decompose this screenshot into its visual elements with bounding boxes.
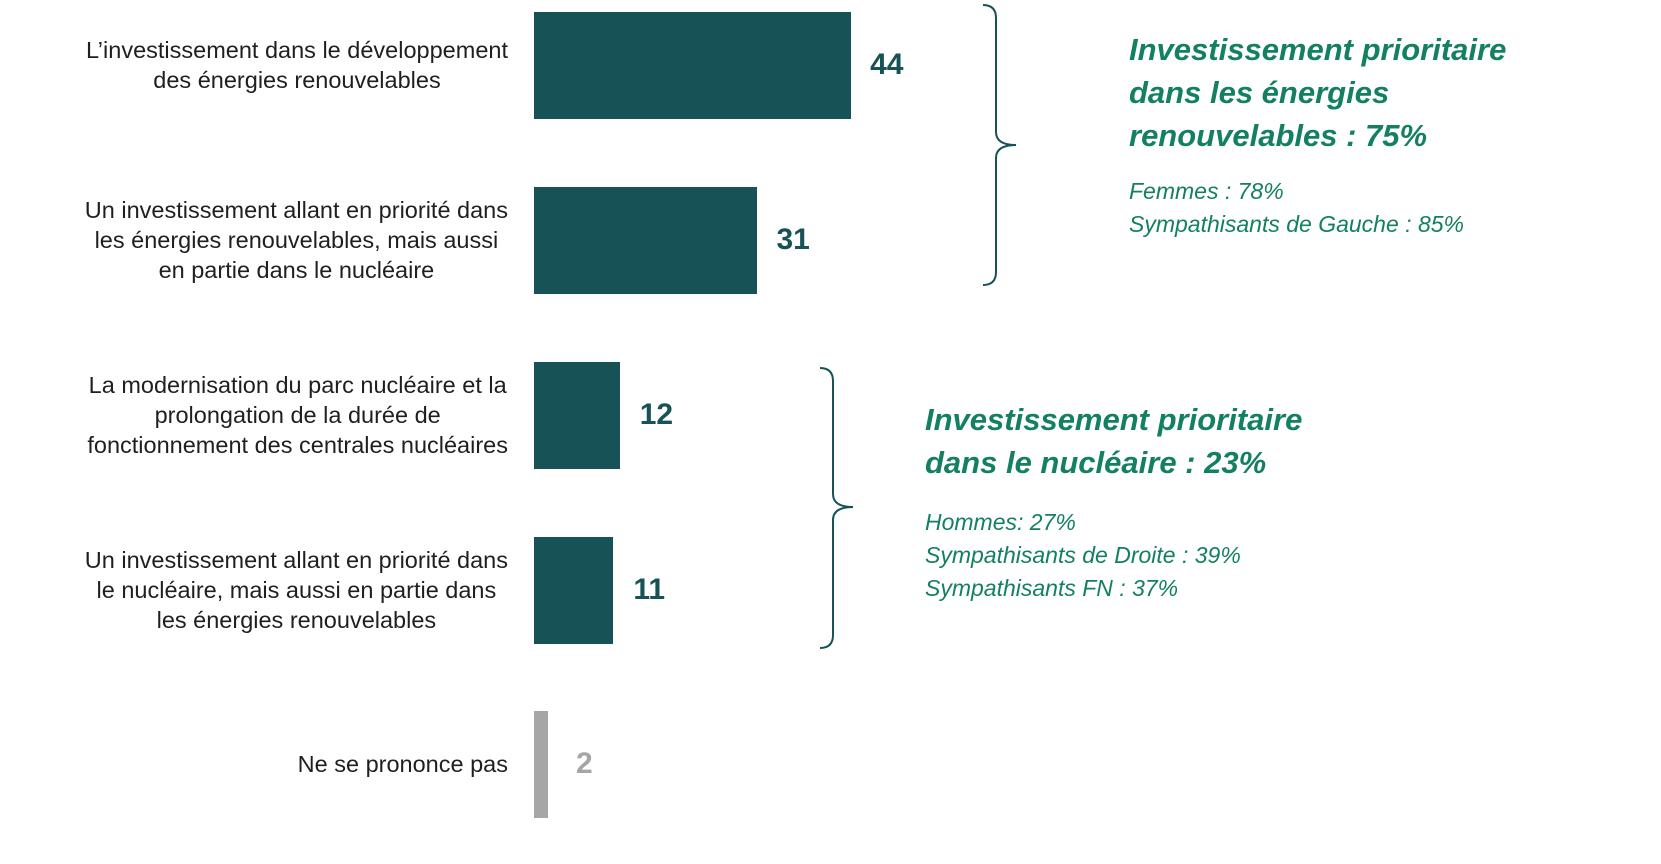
bar <box>534 186 758 294</box>
value-label: 12 <box>639 398 674 431</box>
category-label-line: prolongation de la durée de <box>154 402 441 428</box>
annotation: Investissement prioritaire dans les énerg… <box>1129 28 1506 241</box>
category-label: La modernisation du parc nucléaire et la… <box>0 370 508 460</box>
category-label-block: Ne se prononce pas <box>298 749 508 779</box>
category-label-line: les énergies renouvelables <box>156 607 437 633</box>
bar <box>534 536 614 644</box>
category-label-line: les énergies renouvelables, mais aussi <box>94 227 499 253</box>
spacer <box>1129 157 1506 175</box>
category-label-line: le nucléaire, mais aussi en partie dans <box>96 577 497 603</box>
category-label-block: La modernisation du parc nucléaire et la… <box>87 370 508 460</box>
bar <box>534 710 549 818</box>
value-label: 2 <box>576 747 593 780</box>
category-label-line: Un investissement allant en priorité dan… <box>84 197 508 223</box>
category-label-line: La modernisation du parc nucléaire et la <box>88 372 507 398</box>
annotation-title: Investissement prioritaire <box>1129 32 1507 67</box>
category-label-line: Un investissement allant en priorité dan… <box>84 547 508 573</box>
annotation-title: dans les énergies <box>1129 75 1390 110</box>
category-label-line: Ne se prononce pas <box>297 751 508 777</box>
category-label: Un investissement allant en priorité dan… <box>0 545 508 635</box>
category-label-line: fonctionnement des centrales nucléaires <box>87 432 508 458</box>
annotation-detail: Sympathisants de Gauche : 85% <box>1129 211 1464 237</box>
category-label: L’investissement dans le développement de… <box>0 35 508 95</box>
annotation: Investissement prioritaire dans le nucléa… <box>925 398 1302 605</box>
annotation-detail: Sympathisants de Droite : 39% <box>925 542 1241 568</box>
category-label-line: en partie dans le nucléaire <box>158 257 435 283</box>
category-label: Un investissement allant en priorité dan… <box>0 195 508 285</box>
annotation-detail: Sympathisants FN : 37% <box>925 575 1179 601</box>
bar <box>534 361 621 469</box>
bar <box>534 11 851 119</box>
annotation-detail: Femmes : 78% <box>1129 178 1284 204</box>
annotation-title: renouvelables : 75% <box>1129 118 1428 153</box>
category-label-block: Un investissement allant en priorité dan… <box>85 195 508 285</box>
category-label-block: Un investissement allant en priorité dan… <box>85 545 508 635</box>
annotation-title: Investissement prioritaire <box>925 402 1303 437</box>
bracket <box>982 4 1017 286</box>
spacer <box>925 484 1302 506</box>
category-label-line: L’investissement dans le développement <box>86 37 508 63</box>
value-label: 31 <box>776 223 810 256</box>
value-label: 11 <box>633 573 666 606</box>
category-label-line: des énergies renouvelables <box>153 67 441 93</box>
bracket <box>819 367 854 649</box>
category-label-block: L’investissement dans le développement de… <box>86 35 508 95</box>
value-label: 44 <box>870 48 904 81</box>
category-label: Ne se prononce pas <box>0 749 508 779</box>
annotation-title: dans le nucléaire : 23% <box>925 445 1267 480</box>
annotation-detail: Hommes: 27% <box>925 509 1076 535</box>
